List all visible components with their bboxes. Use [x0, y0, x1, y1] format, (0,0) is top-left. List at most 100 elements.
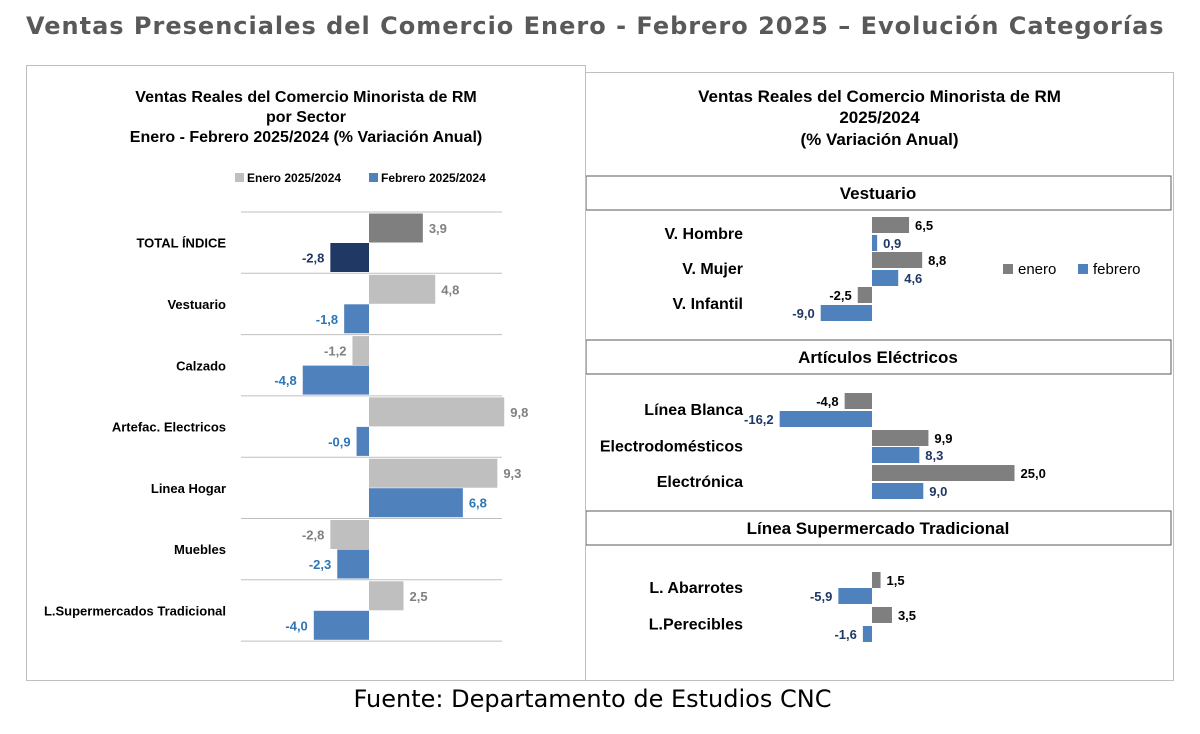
value-label-febrero: -1,8: [316, 312, 338, 327]
left-title-line-1: Ventas Reales del Comercio Minorista de …: [135, 89, 477, 106]
value-label-febrero: 8,3: [925, 448, 943, 463]
bar-enero: [872, 607, 892, 623]
subcategory-label: V. Hombre: [664, 226, 743, 243]
subcategory-label: Electrónica: [657, 474, 743, 491]
subcategory-label: L. Abarrotes: [649, 580, 743, 597]
bar-enero: [872, 430, 929, 446]
value-label-enero: -2,8: [302, 528, 324, 543]
bar-enero: [369, 213, 423, 243]
bar-enero: [369, 581, 404, 611]
value-label-febrero: -2,8: [302, 251, 324, 266]
bar-enero: [352, 336, 369, 366]
value-label-febrero: 6,8: [469, 496, 487, 511]
value-label-enero: 8,8: [928, 253, 946, 268]
right-title-line-2: 2025/2024: [839, 108, 920, 128]
bar-febrero: [872, 235, 878, 251]
bar-febrero: [302, 365, 369, 395]
right-title-line-3: (% Variación Anual): [800, 129, 959, 149]
legend-label-enero: Enero 2025/2024: [247, 171, 341, 185]
category-label: Artefac. Electricos: [112, 420, 226, 435]
value-label-enero: 9,9: [934, 431, 952, 446]
category-label: TOTAL ÍNDICE: [136, 236, 226, 251]
category-label: Vestuario: [167, 297, 226, 312]
category-label: Muebles: [174, 542, 226, 557]
bar-febrero: [838, 588, 872, 604]
group-header-label: Artículos Eléctricos: [798, 348, 958, 367]
right-chart-title: Ventas Reales del Comercio Minorista de …: [586, 86, 1173, 150]
bar-febrero: [313, 610, 369, 640]
bar-febrero: [872, 447, 920, 463]
group-header-label: Línea Supermercado Tradicional: [747, 519, 1010, 538]
bar-febrero: [872, 483, 924, 499]
left-chart-title: Ventas Reales del Comercio Minorista de …: [27, 88, 585, 148]
legend-swatch-febrero: [1078, 264, 1088, 274]
bar-febrero: [344, 304, 369, 334]
right-bar-chart: Vestuario V. Hombre 6,5 0,9 V. Mujer 8,8 4,6 V.…: [586, 175, 1172, 642]
left-title-line-3: Enero - Febrero 2025/2024 (% Variación A…: [129, 129, 483, 146]
value-label-enero: 25,0: [1021, 466, 1046, 481]
group-header-box: [586, 510, 1172, 546]
bar-enero: [330, 520, 369, 549]
right-chart-panel: Ventas Reales del Comercio Minorista de …: [585, 72, 1174, 681]
bar-febrero: [779, 411, 872, 427]
bar-febrero: [820, 305, 872, 321]
group-header-box: [586, 339, 1172, 375]
subcategory-label: L.Perecibles: [649, 617, 743, 634]
subcategory-label: V. Infantil: [672, 296, 743, 313]
bar-febrero: [330, 243, 369, 272]
value-label-enero: -1,2: [324, 344, 346, 359]
left-title-line-2: por Sector: [265, 109, 346, 126]
bar-enero: [872, 572, 881, 588]
value-label-febrero: -2,3: [309, 557, 331, 572]
bar-febrero: [872, 270, 899, 286]
category-label: Linea Hogar: [151, 481, 226, 496]
subcategory-label: Electrodomésticos: [600, 439, 743, 456]
bar-enero: [369, 458, 498, 488]
legend-label-enero: enero: [1018, 261, 1056, 278]
page-title: Ventas Presenciales del Comercio Enero -…: [26, 12, 1165, 40]
bar-enero: [844, 393, 872, 409]
value-label-enero: 4,8: [441, 282, 459, 297]
category-label: L.Supermercados Tradicional: [44, 603, 226, 618]
subcategory-label: V. Mujer: [682, 261, 743, 278]
value-label-enero: -4,8: [816, 394, 838, 409]
legend-swatch-febrero: [369, 173, 378, 182]
value-label-febrero: -9,0: [792, 306, 814, 321]
bar-enero: [369, 274, 436, 304]
value-label-febrero: 4,6: [904, 271, 922, 286]
value-label-febrero: -0,9: [328, 434, 350, 449]
value-label-enero: 9,3: [503, 466, 521, 481]
value-label-febrero: -1,6: [834, 627, 856, 642]
subcategory-label: Línea Blanca: [644, 402, 743, 419]
value-label-febrero: -5,9: [810, 589, 832, 604]
value-label-enero: -2,5: [829, 288, 851, 303]
value-label-febrero: 0,9: [883, 236, 901, 251]
value-label-febrero: -16,2: [744, 412, 774, 427]
legend-swatch-enero: [1003, 264, 1013, 274]
value-label-enero: 6,5: [915, 218, 933, 233]
value-label-febrero: 9,0: [929, 484, 947, 499]
bar-febrero: [862, 626, 872, 642]
legend-label-febrero: Febrero 2025/2024: [381, 171, 486, 185]
bar-febrero: [356, 426, 369, 456]
group-header-label: Vestuario: [840, 184, 917, 203]
right-title-line-1: Ventas Reales del Comercio Minorista de …: [698, 87, 1061, 106]
value-label-enero: 9,8: [510, 405, 528, 420]
bar-enero: [872, 465, 1015, 481]
bar-febrero: [369, 488, 463, 518]
left-chart-panel: Ventas Reales del Comercio Minorista de …: [26, 65, 586, 681]
bar-febrero: [337, 549, 369, 579]
legend-swatch-enero: [235, 173, 244, 182]
group-header-box: [586, 175, 1172, 211]
category-label: Calzado: [176, 358, 226, 373]
source-caption: Fuente: Departamento de Estudios CNC: [353, 685, 832, 713]
value-label-enero: 2,5: [410, 589, 428, 604]
value-label-enero: 3,5: [898, 608, 916, 623]
value-label-febrero: -4,8: [274, 373, 296, 388]
bar-enero: [857, 287, 872, 303]
legend-label-febrero: febrero: [1093, 261, 1141, 278]
bar-enero: [872, 252, 923, 268]
bar-enero: [872, 217, 910, 233]
value-label-enero: 1,5: [887, 573, 905, 588]
left-bar-chart: Enero 2025/2024 Febrero 2025/2024 TOTAL ÍN…: [44, 171, 528, 642]
